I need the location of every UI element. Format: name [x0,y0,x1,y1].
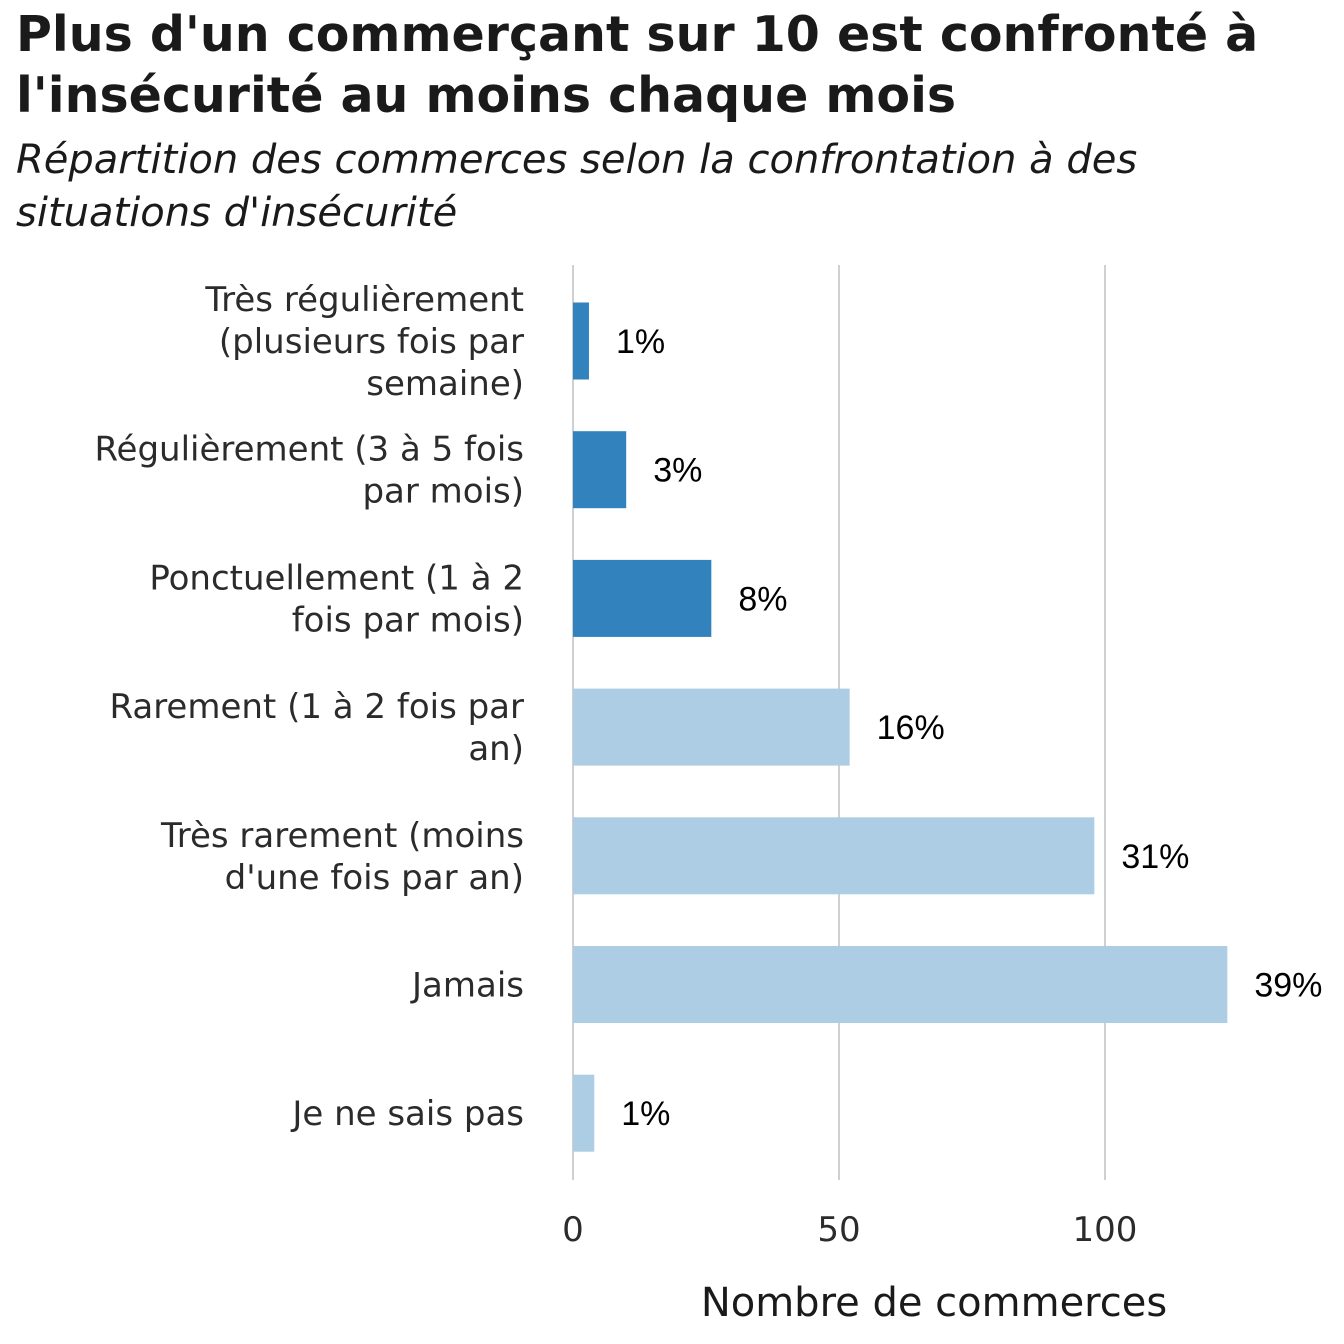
bar-4 [573,817,1095,895]
bar-1 [573,431,627,509]
value-label-0: 1% [616,323,665,361]
bar-3 [573,688,850,766]
x-tick-label-100: 100 [1073,1210,1138,1250]
category-label-line: par mois) [362,472,524,512]
category-labels: Très régulièrement (plusieurs fois par sem… [94,280,524,1134]
category-label-line: Régulièrement (3 à 5 fois [94,430,524,470]
x-axis-ticks: 0 50 100 [562,1210,1137,1250]
category-label-line: semaine) [366,364,524,404]
category-label-line: an) [468,729,524,769]
category-label-2: Ponctuellement (1 à 2 fois par mois) [149,558,524,640]
value-label-3: 16% [877,709,945,747]
category-label-line: Rarement (1 à 2 fois par [109,687,524,727]
category-label-line: d'une fois par an) [225,858,524,898]
category-label-5: Jamais [410,966,524,1006]
category-label-1: Régulièrement (3 à 5 fois par mois) [94,430,524,512]
category-label-line: Jamais [410,966,524,1006]
value-label-1: 3% [653,452,702,490]
category-label-line: Très rarement (moins [160,816,524,856]
bar-2 [573,559,712,637]
category-label-4: Très rarement (moins d'une fois par an) [160,816,524,898]
value-labels: 1% 3% 8% 16% 31% 39% 1% [616,323,1322,1133]
category-label-line: Je ne sais pas [290,1094,524,1134]
bars [573,302,1228,1152]
category-label-3: Rarement (1 à 2 fois par an) [109,687,524,769]
category-label-0: Très régulièrement (plusieurs fois par sem… [204,280,524,404]
value-label-4: 31% [1121,838,1189,876]
bar-6 [573,1074,595,1152]
category-label-line: Ponctuellement (1 à 2 [149,558,524,598]
category-label-line: fois par mois) [292,600,524,640]
chart-subtitle: Répartition des commerces selon la confr… [16,137,1138,236]
value-label-6: 1% [621,1095,670,1133]
x-axis-title: Nombre de commerces [701,1280,1167,1326]
category-label-6: Je ne sais pas [290,1094,524,1134]
value-label-5: 39% [1254,967,1322,1005]
x-tick-label-0: 0 [562,1210,584,1250]
chart-title: Plus d'un commerçant sur 10 est confront… [16,6,1259,124]
bar-0 [573,302,589,380]
x-tick-label-50: 50 [817,1210,860,1250]
bar-5 [573,946,1228,1023]
value-label-2: 8% [738,580,787,618]
category-label-line: Très régulièrement [204,280,524,320]
category-label-line: (plusieurs fois par [219,322,524,362]
